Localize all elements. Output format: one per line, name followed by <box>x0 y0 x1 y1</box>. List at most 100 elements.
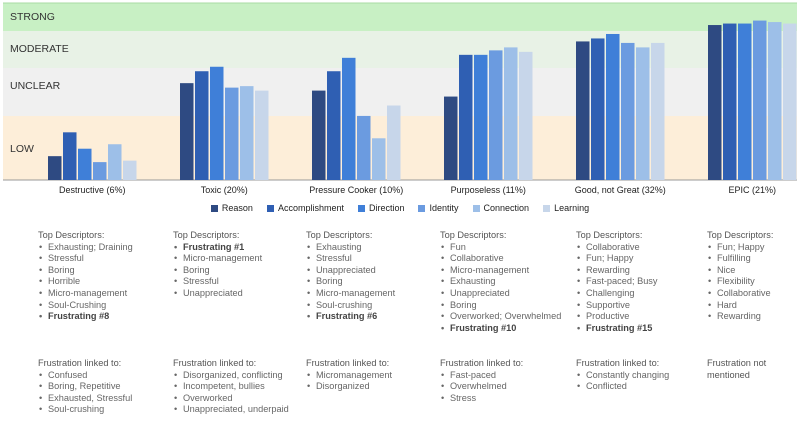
legend-label: Direction <box>368 203 405 213</box>
descriptor-item: Collaborative <box>440 253 565 265</box>
legend-label: Reason <box>221 203 253 213</box>
bar <box>48 156 62 180</box>
frustration-item: Constantly changing <box>576 370 701 382</box>
bar <box>768 22 782 181</box>
bar <box>387 105 401 180</box>
frustration-list: Disorganized, conflictingIncompetent, bu… <box>173 370 298 416</box>
descriptors-block: Top Descriptors: Exhausting; DrainingStre… <box>38 230 163 323</box>
bar <box>225 87 239 180</box>
descriptor-item: Exhausting <box>306 242 431 254</box>
descriptor-item: Micro-management <box>38 288 163 300</box>
descriptors-title: Top Descriptors: <box>576 230 643 240</box>
bar <box>123 160 137 180</box>
bar <box>444 96 458 180</box>
bar <box>372 138 386 180</box>
category-label: Pressure Cooker (10%) <box>309 185 403 195</box>
descriptor-item: Frustrating #1 <box>173 242 298 254</box>
category-label: EPIC (21%) <box>728 185 776 195</box>
frustration-item: Unappreciated, underpaid <box>173 404 298 416</box>
descriptor-item: Stressful <box>38 253 163 265</box>
descriptor-item: Frustrating #8 <box>38 311 163 323</box>
frustration-item: Disorganized, conflicting <box>173 370 298 382</box>
descriptor-item: Frustrating #10 <box>440 323 565 335</box>
descriptors-block: Top Descriptors: Fun; HappyFulfillingNice… <box>707 230 792 323</box>
descriptor-item: Overworked; Overwhelmed <box>440 311 565 323</box>
legend-label: Connection <box>483 203 530 213</box>
bar <box>195 71 209 180</box>
descriptors-list: Exhausting; DrainingStressfulBoringHorri… <box>38 242 163 323</box>
band-label: MODERATE <box>10 43 69 55</box>
legend-item: Reason <box>210 203 253 213</box>
bar <box>474 54 488 181</box>
bar <box>621 42 635 180</box>
descriptor-item: Fun; Happy <box>707 242 792 254</box>
band-moderate <box>3 31 797 68</box>
descriptor-item: Unappreciated <box>306 265 431 277</box>
frustration-item: Micromanagement <box>306 370 431 382</box>
descriptors-block: Top Descriptors: Frustrating #1Micro-mana… <box>173 230 298 300</box>
descriptors-list: Frustrating #1Micro-managementBoringStre… <box>173 242 298 300</box>
bar <box>489 50 503 181</box>
descriptor-item: Rewarding <box>576 265 701 277</box>
descriptors-title: Top Descriptors: <box>173 230 240 240</box>
frustration-block: Frustration linked to: Fast-pacedOverwhel… <box>440 358 565 404</box>
category-label: Toxic (20%) <box>201 185 248 195</box>
frustration-title: Frustration not mentioned <box>707 358 767 380</box>
descriptors-list: ExhaustingStressfulUnappreciatedBoringMi… <box>306 242 431 323</box>
legend-item: Direction <box>357 203 405 213</box>
descriptor-item: Nice <box>707 265 792 277</box>
bar <box>519 51 533 180</box>
bar <box>240 86 254 180</box>
bar <box>63 132 77 180</box>
descriptors-title: Top Descriptors: <box>440 230 507 240</box>
frustration-item: Overworked <box>173 393 298 405</box>
descriptors-block: Top Descriptors: FunCollaborativeMicro-ma… <box>440 230 565 334</box>
descriptors-list: FunCollaborativeMicro-managementExhausti… <box>440 242 565 335</box>
frustration-item: Soul-crushing <box>38 404 163 416</box>
frustration-item: Boring, Repetitive <box>38 381 163 393</box>
descriptors-title: Top Descriptors: <box>38 230 105 240</box>
legend-label: Identity <box>429 203 459 213</box>
frustration-block: Frustration linked to: ConfusedBoring, Re… <box>38 358 163 416</box>
descriptor-item: Stressful <box>173 276 298 288</box>
legend-swatch <box>357 204 365 212</box>
descriptor-item: Soul-Crushing <box>38 300 163 312</box>
descriptor-item: Unappreciated <box>440 288 565 300</box>
frustration-title: Frustration linked to: <box>440 358 524 368</box>
band-label: STRONG <box>10 11 55 23</box>
legend-swatch <box>266 204 274 212</box>
frustration-block: Frustration linked to: Disorganized, conf… <box>173 358 298 416</box>
legend-label: Accomplishment <box>277 203 344 213</box>
bar <box>93 162 107 180</box>
descriptor-item: Frustrating #6 <box>306 311 431 323</box>
frustration-list: ConfusedBoring, RepetitiveExhausted, Str… <box>38 370 163 416</box>
descriptors-title: Top Descriptors: <box>707 230 774 240</box>
descriptor-item: Fun <box>440 242 565 254</box>
frustration-item: Incompetent, bullies <box>173 381 298 393</box>
bar <box>180 83 194 180</box>
frustration-item: Exhausted, Stressful <box>38 393 163 405</box>
frustration-item: Stress <box>440 393 565 405</box>
frustration-title: Frustration linked to: <box>306 358 390 368</box>
bar <box>753 20 767 180</box>
legend-swatch <box>418 204 426 212</box>
legend-swatch <box>543 204 551 212</box>
bar <box>312 90 326 180</box>
category-label: Good, not Great (32%) <box>575 185 666 195</box>
bar <box>459 54 473 181</box>
legend-label: Learning <box>554 203 590 213</box>
bar <box>108 144 122 180</box>
descriptor-item: Collaborative <box>707 288 792 300</box>
descriptors-block: Top Descriptors: CollaborativeFun; HappyR… <box>576 230 701 334</box>
frustration-item: Disorganized <box>306 381 431 393</box>
descriptor-item: Soul-crushing <box>306 300 431 312</box>
descriptor-item: Micro-management <box>306 288 431 300</box>
frustration-list: Constantly changingConflicted <box>576 370 701 393</box>
frustration-item: Confused <box>38 370 163 382</box>
bar <box>606 33 620 181</box>
bar <box>576 41 590 181</box>
descriptor-item: Exhausting; Draining <box>38 242 163 254</box>
legend-swatch <box>210 204 218 212</box>
descriptor-item: Micro-management <box>440 265 565 277</box>
bar <box>723 23 737 180</box>
